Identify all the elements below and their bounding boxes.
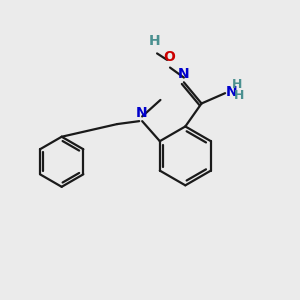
Text: H: H [232,78,243,92]
Text: N: N [178,67,189,80]
Text: H: H [149,34,161,48]
Text: H: H [233,89,244,102]
Text: N: N [226,85,238,99]
Text: O: O [163,50,175,64]
Text: N: N [136,106,147,120]
